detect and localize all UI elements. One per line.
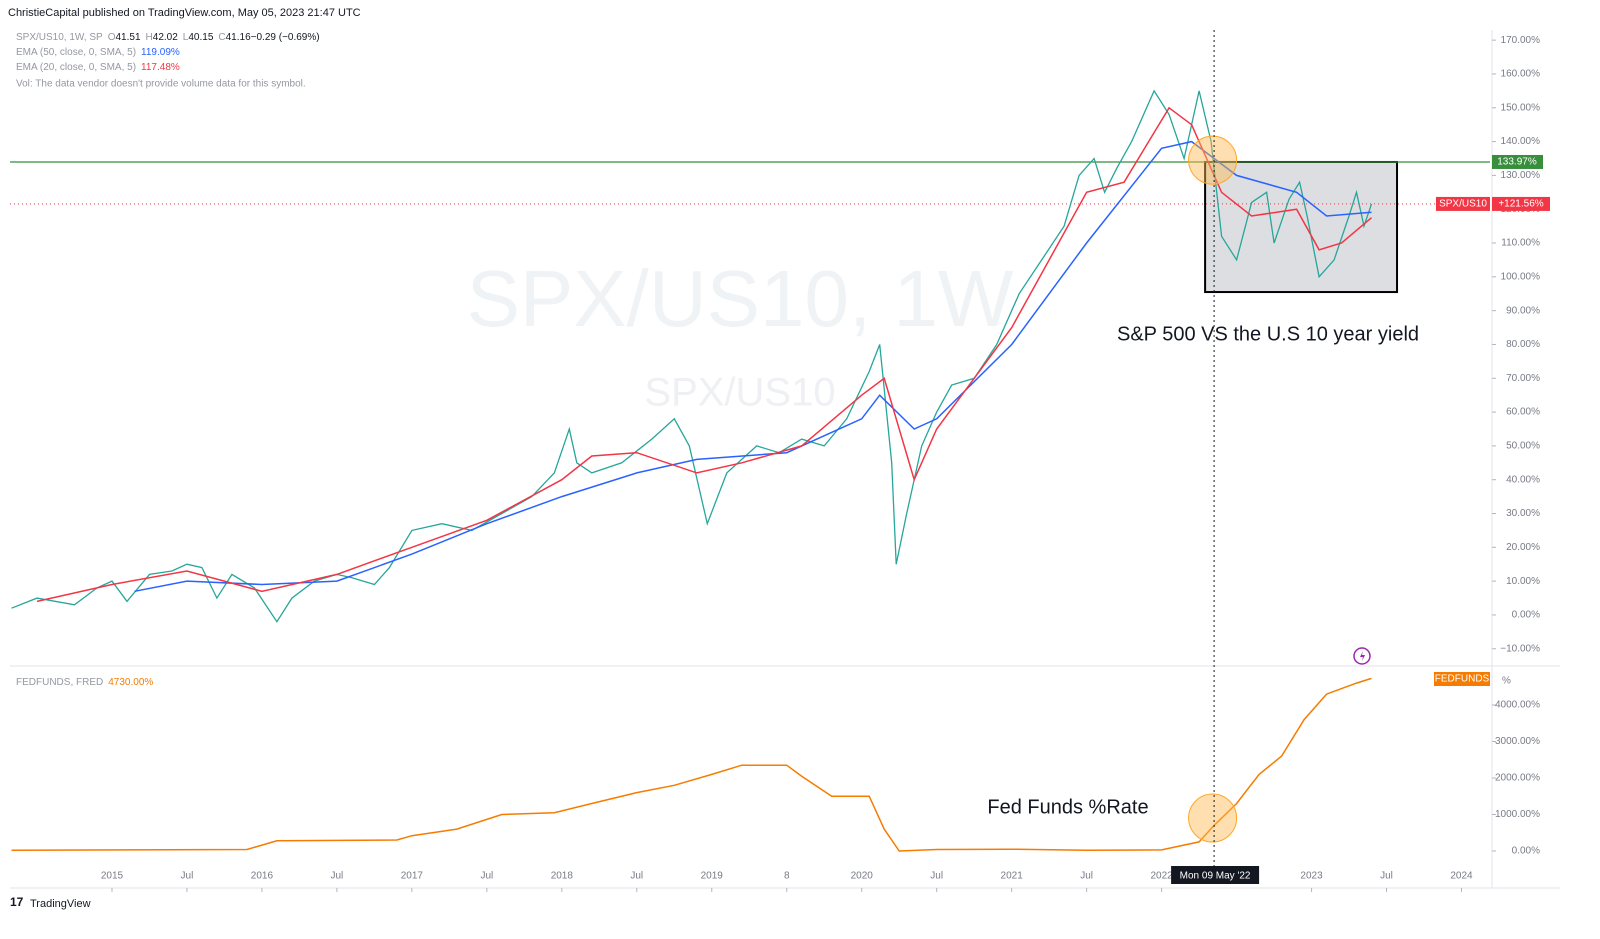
y-tick-label: 110.00% bbox=[1501, 238, 1540, 249]
x-tick-label: Jul bbox=[330, 871, 343, 882]
y-tick-label: 2000.00% bbox=[1495, 773, 1540, 784]
series-label: FEDFUNDS bbox=[1435, 674, 1490, 685]
x-tick-label: 2022 bbox=[1150, 871, 1173, 882]
x-tick-label: 2023 bbox=[1300, 871, 1323, 882]
indicator-value: 117.48% bbox=[141, 62, 180, 73]
y-tick-label: 50.00% bbox=[1506, 441, 1540, 452]
y-tick-label: 160.00% bbox=[1501, 69, 1541, 80]
indicator-legend: EMA (50, close, 0, SMA, 5) 119.09% bbox=[16, 47, 180, 58]
indicator-name: EMA (20, close, 0, SMA, 5) bbox=[16, 62, 136, 73]
indicator-value: 4730.00% bbox=[108, 677, 153, 688]
y-tick-label: 40.00% bbox=[1506, 474, 1540, 485]
y-tick-label: 20.00% bbox=[1506, 542, 1540, 553]
symbol-label-box bbox=[1436, 196, 1490, 211]
publisher-line: ChristieCapital published on TradingView… bbox=[8, 7, 361, 19]
watermark: SPX/US10, 1W bbox=[467, 254, 1014, 343]
x-tick-label: 2017 bbox=[401, 871, 424, 882]
symbol-legend: SPX/US10, 1W, SP O41.51 H42.02 L40.15 C41.16… bbox=[16, 32, 320, 43]
x-tick-label: Jul bbox=[480, 871, 493, 882]
y-tick-label: 130.00% bbox=[1501, 170, 1541, 181]
x-tick-label: Jul bbox=[1380, 871, 1393, 882]
series-line bbox=[11, 89, 1373, 623]
x-tick-label: 2019 bbox=[701, 871, 724, 882]
x-tick-label: 2021 bbox=[1001, 871, 1024, 882]
crosshair-label-box bbox=[1171, 866, 1260, 884]
series-label-box bbox=[1434, 672, 1490, 686]
ohlc-value: 40.15 bbox=[188, 32, 213, 43]
ohlc-key: C bbox=[218, 32, 225, 43]
y-tick-label: 80.00% bbox=[1506, 339, 1540, 350]
price-label-box bbox=[1492, 154, 1543, 169]
price-label-box bbox=[1492, 196, 1550, 211]
series-line bbox=[11, 677, 1372, 852]
symbol-label: SPX/US10 bbox=[1439, 199, 1487, 210]
ohlc-key: O bbox=[108, 32, 116, 43]
logo-mark: 17 bbox=[10, 895, 24, 909]
x-tick-label: Jul bbox=[930, 871, 943, 882]
y-tick-label: 170.00% bbox=[1501, 35, 1541, 46]
indicator-value: 119.09% bbox=[141, 47, 180, 58]
price-label: +121.56% bbox=[1498, 199, 1543, 210]
x-tick-label: 8 bbox=[784, 871, 790, 882]
series-line bbox=[36, 106, 1372, 603]
x-tick-label: 2020 bbox=[851, 871, 874, 882]
x-tick-label: 2018 bbox=[551, 871, 574, 882]
highlight-circle bbox=[1188, 793, 1238, 843]
y-tick-label: 10.00% bbox=[1506, 576, 1540, 587]
y-tick-label: −10.00% bbox=[1500, 643, 1540, 654]
indicator-name: FEDFUNDS, FRED bbox=[16, 677, 103, 688]
range-box bbox=[1204, 160, 1399, 294]
y-tick-label: 60.00% bbox=[1506, 407, 1540, 418]
y-tick-label: 0.00% bbox=[1512, 610, 1540, 621]
symbol: SPX/US10, 1W, SP bbox=[16, 32, 103, 43]
alert-icon[interactable] bbox=[1353, 647, 1371, 665]
y-tick-label: 150.00% bbox=[1501, 102, 1541, 113]
series-line bbox=[134, 140, 1372, 593]
highlight-circle bbox=[1188, 135, 1238, 185]
y-tick-label: 4000.00% bbox=[1495, 700, 1540, 711]
ohlc-value: −0.29 (−0.69%) bbox=[251, 32, 320, 43]
x-tick-label: 2015 bbox=[101, 871, 124, 882]
indicator-legend: EMA (20, close, 0, SMA, 5) 117.48% bbox=[16, 62, 180, 73]
y-tick-label: 70.00% bbox=[1506, 373, 1540, 384]
ohlc-value: 42.02 bbox=[153, 32, 178, 43]
x-tick-label: Jul bbox=[1080, 871, 1093, 882]
crosshair-label: Mon 09 May '22 bbox=[1180, 871, 1251, 882]
ohlc-value: 41.51 bbox=[116, 32, 141, 43]
watermark-small: SPX/US10 bbox=[644, 371, 835, 415]
y-tick-label: 1000.00% bbox=[1495, 809, 1540, 820]
ohlc-key: L bbox=[183, 32, 189, 43]
indicator-legend: FEDFUNDS, FRED 4730.00% bbox=[16, 677, 153, 688]
x-tick-label: 2024 bbox=[1450, 871, 1473, 882]
y-tick-label: 90.00% bbox=[1506, 305, 1540, 316]
y-tick-label: 100.00% bbox=[1501, 271, 1541, 282]
annotation: S&P 500 VS the U.S 10 year yield bbox=[1117, 323, 1419, 345]
alert-icon-bolt bbox=[1360, 651, 1365, 661]
x-tick-label: 2016 bbox=[251, 871, 274, 882]
ohlc-value: 41.16 bbox=[226, 32, 251, 43]
ohlc-key: H bbox=[146, 32, 153, 43]
volume-note: Vol: The data vendor doesn't provide vol… bbox=[16, 79, 306, 90]
x-tick-label: Jul bbox=[181, 871, 194, 882]
indicator-name: EMA (50, close, 0, SMA, 5) bbox=[16, 47, 136, 58]
y-tick-label: 140.00% bbox=[1501, 136, 1541, 147]
unit-label: % bbox=[1502, 676, 1511, 687]
x-tick-label: Jul bbox=[630, 871, 643, 882]
price-label: 133.97% bbox=[1497, 157, 1537, 168]
y-tick-label: 30.00% bbox=[1506, 508, 1540, 519]
y-tick-label: 3000.00% bbox=[1495, 736, 1540, 747]
footer: TradingView bbox=[30, 898, 91, 910]
y-tick-label: 0.00% bbox=[1512, 846, 1540, 857]
annotation: Fed Funds %Rate bbox=[987, 796, 1148, 818]
